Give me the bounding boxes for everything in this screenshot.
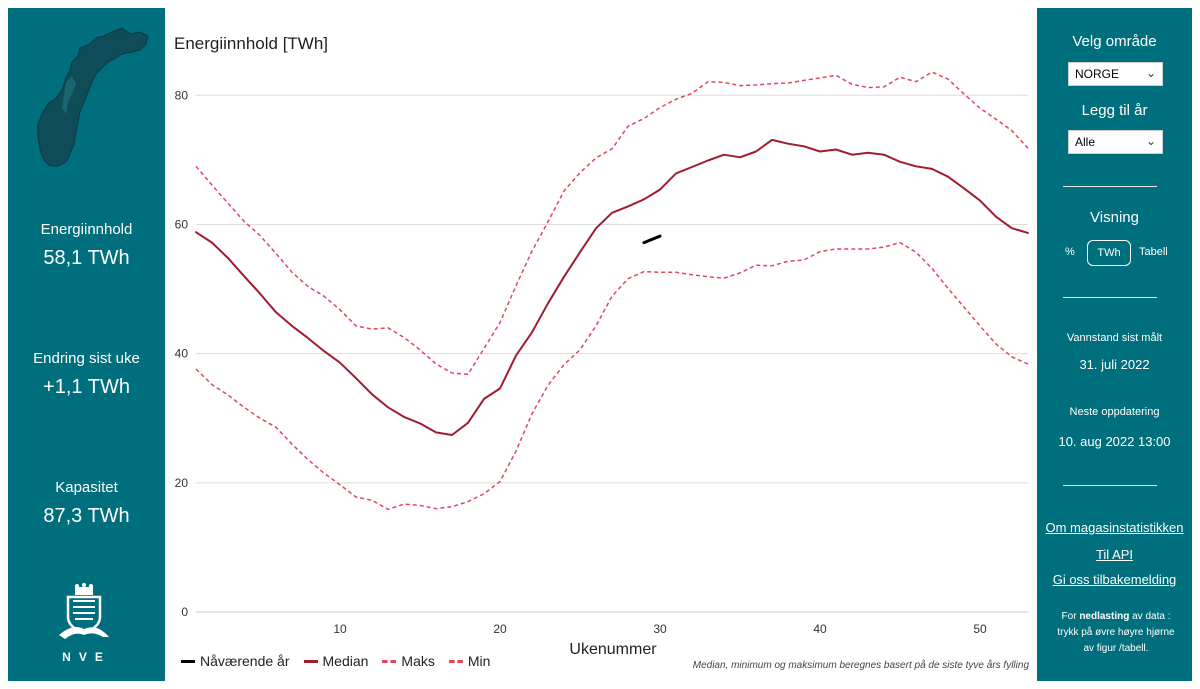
x-axis-label: Ukenummer — [569, 641, 657, 658]
capacity-value: 87,3 TWh — [43, 505, 130, 527]
capacity-label: Kapasitet — [55, 479, 118, 496]
view-toggle: % TWh Tabell — [1037, 240, 1192, 268]
chevron-down-icon: ⌄ — [1145, 134, 1156, 148]
divider — [1063, 297, 1157, 298]
legend-item-median[interactable]: Median — [303, 653, 369, 669]
y-tick-label: 0 — [181, 605, 188, 619]
download-note-post: av data : trykk på øvre høyre hjørne av … — [1057, 611, 1175, 654]
year-select-label: Legg til år — [1081, 102, 1148, 119]
weekly-change-label: Endring sist uke — [33, 350, 140, 367]
reservoir-line-chart[interactable]: 0 20 40 60 80 10 20 30 40 50 Ukenummer — [165, 8, 1037, 681]
series-line-current[interactable] — [642, 234, 662, 245]
y-tick-label: 20 — [175, 476, 189, 490]
area-select[interactable]: NORGE ⌄ — [1068, 62, 1163, 86]
view-percent-option[interactable]: % — [1065, 246, 1075, 258]
year-select[interactable]: Alle ⌄ — [1068, 130, 1163, 154]
series-line-max[interactable] — [195, 71, 1029, 376]
y-tick-label: 60 — [175, 217, 189, 231]
x-tick-label: 40 — [813, 622, 827, 636]
x-tick-label: 20 — [493, 622, 507, 636]
chart-series — [195, 71, 1029, 511]
legend-max-swatch — [382, 659, 397, 663]
area-select-label: Velg område — [1072, 33, 1157, 50]
legend-current-label: Nåværende år — [200, 653, 290, 669]
chart-footnote: Median, minimum og maksimum beregnes bas… — [692, 660, 1029, 671]
x-tick-label: 50 — [973, 622, 987, 636]
legend-item-min[interactable]: Min — [448, 653, 491, 669]
x-axis-ticks: 10 20 30 40 50 — [333, 622, 987, 636]
download-note: For nedlasting av data : trykk på øvre h… — [1051, 609, 1181, 657]
api-link[interactable]: Til API — [1095, 547, 1134, 562]
view-twh-option[interactable]: TWh — [1087, 240, 1131, 266]
divider — [1063, 485, 1157, 486]
year-select-value: Alle — [1075, 135, 1096, 149]
norway-map-icon — [37, 27, 149, 167]
legend-min-swatch — [448, 659, 463, 663]
energy-content-label: Energiinnhold — [40, 221, 133, 238]
chart-area: Energiinnhold [TWh] 0 20 40 60 80 10 20 30 40 50… — [165, 8, 1037, 681]
chevron-down-icon: ⌄ — [1145, 66, 1156, 80]
last-measured-value: 31. juli 2022 — [1079, 357, 1150, 372]
download-note-pre: For — [1061, 611, 1080, 622]
view-table-option[interactable]: Tabell — [1139, 246, 1168, 258]
x-tick-label: 30 — [653, 622, 667, 636]
legend-median-swatch — [303, 659, 318, 663]
y-tick-label: 80 — [175, 88, 189, 102]
legend-min-label: Min — [467, 653, 491, 669]
legend-median-label: Median — [322, 653, 369, 669]
area-select-value: NORGE — [1075, 67, 1120, 81]
series-line-median[interactable] — [195, 138, 1029, 436]
download-note-bold: nedlasting — [1079, 611, 1130, 622]
legend-current-swatch — [181, 659, 195, 663]
series-line-min[interactable] — [195, 241, 1029, 511]
next-update-label: Neste oppdatering — [1069, 406, 1160, 418]
nve-logo-text: NVE — [62, 650, 111, 664]
legend-item-max[interactable]: Maks — [382, 653, 435, 669]
weekly-change-value: +1,1 TWh — [43, 376, 130, 398]
last-measured-label: Vannstand sist målt — [1066, 332, 1163, 344]
x-tick-label: 10 — [333, 622, 347, 636]
divider — [1063, 186, 1157, 187]
about-statistics-link[interactable]: Om magasinstatistikken — [1045, 520, 1184, 535]
left-stats-panel: Energiinnhold 58,1 TWh Endring sist uke … — [8, 8, 165, 681]
legend-item-current[interactable]: Nåværende år — [181, 653, 290, 669]
chart-title: Energiinnhold [TWh] — [174, 34, 329, 53]
energy-content-value: 58,1 TWh — [43, 247, 130, 269]
view-label: Visning — [1090, 209, 1139, 226]
y-axis-ticks: 0 20 40 60 80 — [175, 88, 189, 619]
chart-gridlines — [196, 94, 1028, 613]
nve-crest-icon — [59, 583, 109, 639]
legend-max-label: Maks — [401, 653, 435, 669]
chart-legend: Nåværende år Median Maks Min — [181, 653, 490, 669]
next-update-value: 10. aug 2022 13:00 — [1058, 434, 1171, 449]
feedback-link[interactable]: Gi oss tilbakemelding — [1052, 572, 1177, 587]
right-controls-panel: Velg område NORGE ⌄ Legg til år Alle ⌄ V… — [1037, 8, 1192, 681]
y-tick-label: 40 — [175, 347, 189, 361]
